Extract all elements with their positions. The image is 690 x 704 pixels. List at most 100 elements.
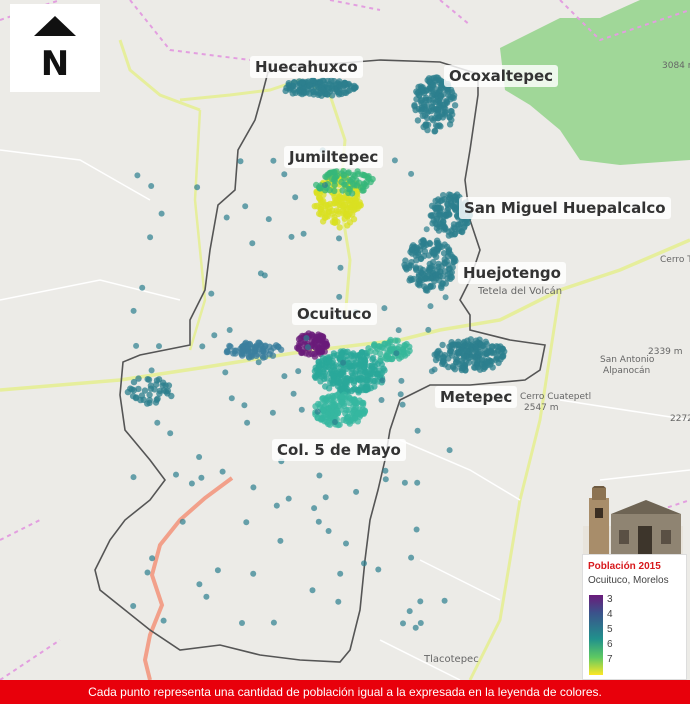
population-dot (244, 419, 251, 426)
population-dot (435, 227, 443, 234)
road-west (188, 109, 207, 351)
basemap-alpanocan: Alpanocán (603, 366, 651, 376)
population-dot (329, 392, 336, 400)
population-dot (398, 377, 405, 384)
road-main (0, 238, 690, 392)
population-dot (340, 359, 347, 366)
population-dot (290, 390, 297, 397)
population-dot (336, 293, 343, 300)
population-dot (339, 187, 346, 194)
population-dot (427, 303, 434, 310)
population-dot (440, 192, 447, 199)
basemap-san-antonio: San Antonio (600, 355, 655, 365)
population-dot (331, 187, 338, 195)
population-dot (135, 385, 142, 393)
population-dot (222, 369, 229, 376)
population-dot (489, 364, 496, 371)
population-dot (454, 341, 462, 348)
map-canvas[interactable] (0, 0, 690, 680)
population-dot (244, 341, 251, 348)
population-dot (395, 327, 402, 334)
population-dot (154, 419, 161, 426)
population-dot (447, 93, 454, 101)
population-dot (488, 348, 495, 356)
population-dot (146, 391, 153, 398)
population-dot (353, 488, 360, 495)
population-dot (415, 277, 423, 285)
legend-tick-5: 5 (607, 624, 613, 635)
population-dot (446, 211, 453, 218)
population-dot (208, 290, 215, 297)
population-dot (371, 383, 378, 390)
population-dot (148, 183, 155, 189)
population-dot (160, 617, 167, 624)
population-dot (336, 235, 342, 242)
population-dot (417, 620, 424, 626)
population-dot (418, 269, 425, 276)
population-dot (337, 264, 344, 271)
color-legend: Población 2015 Ocuituco, Morelos 3 4 5 6… (582, 554, 687, 680)
population-dot (413, 526, 420, 533)
population-dot (432, 122, 440, 129)
population-dot (442, 109, 449, 117)
population-dot (158, 210, 165, 217)
population-dot (318, 92, 325, 99)
population-dot (203, 593, 210, 600)
population-dot (341, 215, 349, 222)
population-dot (400, 620, 406, 627)
population-dot (391, 157, 398, 164)
population-dot (440, 211, 447, 218)
population-dot (198, 474, 205, 481)
population-dot (316, 194, 323, 202)
population-dot (461, 223, 468, 230)
legend-colorbar (589, 595, 603, 675)
population-dot (396, 355, 403, 362)
population-dot (471, 359, 478, 366)
population-dot (337, 195, 345, 202)
label-metepec: Metepec (435, 386, 518, 408)
population-dot (292, 194, 299, 201)
north-arrow: N (10, 4, 100, 92)
population-dot (433, 89, 440, 97)
label-san-miguel-huepalcalco: San Miguel Huepalcalco (459, 197, 671, 219)
population-dot (382, 467, 389, 474)
population-dot (435, 205, 443, 212)
population-dot (211, 332, 218, 339)
population-dot (425, 266, 433, 274)
population-dot (362, 386, 370, 393)
minor-roads (0, 149, 690, 680)
population-dot (397, 391, 404, 398)
population-dot (265, 216, 272, 223)
population-dot (451, 225, 458, 232)
population-dot (350, 201, 357, 208)
population-dot (241, 402, 248, 409)
population-dot (281, 373, 288, 380)
population-dot (356, 351, 364, 358)
population-dot (378, 369, 385, 377)
population-dot (365, 175, 372, 182)
population-dot (414, 117, 422, 124)
population-dot (472, 364, 479, 371)
population-dot (377, 350, 384, 357)
population-dot (167, 430, 174, 437)
population-dot (337, 570, 344, 577)
population-dot (454, 212, 461, 219)
population-dot (340, 168, 347, 175)
population-dot (377, 355, 384, 363)
population-dot (290, 86, 297, 94)
population-dot (322, 414, 330, 421)
population-dot (179, 518, 186, 525)
population-dot (338, 178, 345, 186)
population-dot (346, 395, 354, 402)
population-dot (362, 358, 369, 365)
population-dot (445, 261, 452, 269)
population-dot (329, 363, 336, 370)
population-dot (418, 107, 425, 115)
label-col-5-de-mayo: Col. 5 de Mayo (272, 439, 406, 461)
population-dot (137, 396, 144, 404)
population-dot (481, 364, 489, 371)
population-dot (381, 340, 388, 347)
population-dot (328, 367, 336, 375)
population-dot (288, 233, 295, 240)
population-dot (437, 268, 444, 275)
